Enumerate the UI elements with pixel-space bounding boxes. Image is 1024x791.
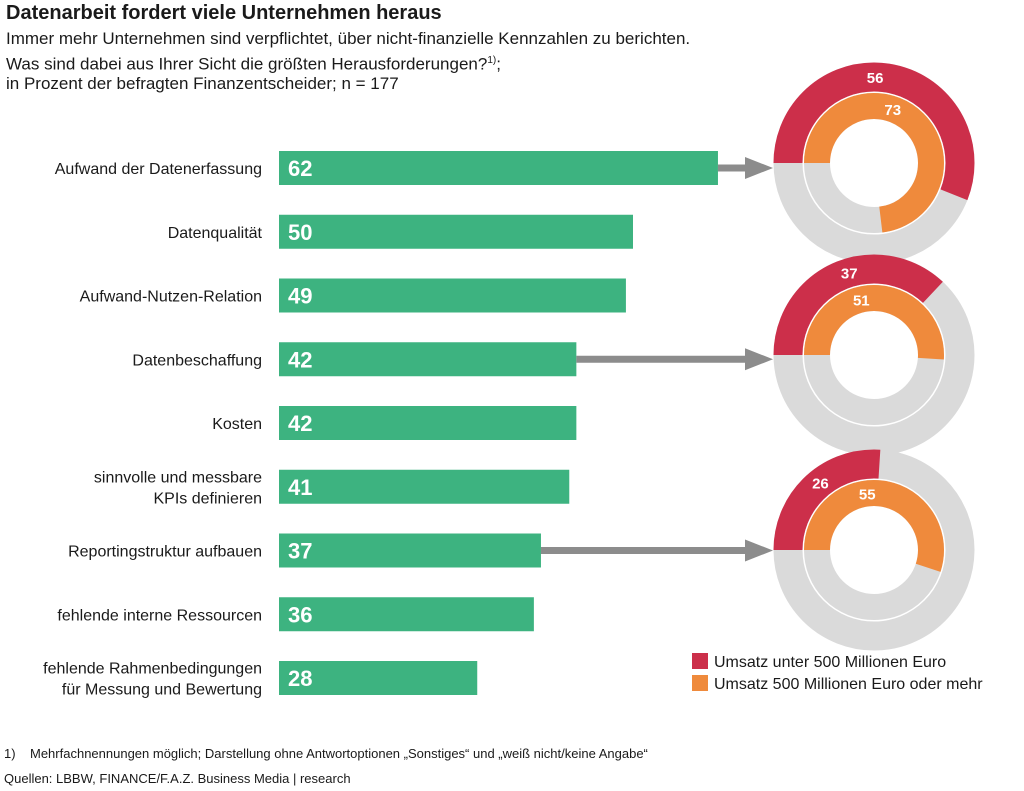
donut-3-under-500-arc (773, 449, 975, 651)
bar-1 (279, 151, 718, 185)
category-label-9-line2: für Messung und Bewertung (62, 682, 262, 699)
donut-2-under-500-arc (773, 254, 975, 456)
category-label-7: Reportingstruktur aufbauen (68, 544, 262, 561)
donut-2-under-500-label: 37 (841, 266, 858, 283)
category-label-2: Datenqualität (168, 225, 263, 242)
footnote-text: Mehrfachnennungen möglich; Darstellung o… (30, 746, 648, 761)
donut-3-over-500-arc (804, 480, 944, 620)
bar-3 (279, 278, 626, 313)
category-label-6-line2: KPIs definieren (153, 490, 262, 507)
category-label-8: fehlende interne Ressourcen (57, 607, 262, 624)
bar-9 (279, 661, 478, 695)
bar-value-label-1: 62 (288, 156, 312, 181)
bar-value-label-4: 42 (288, 347, 312, 372)
legend-swatch-2 (692, 675, 708, 691)
arrow-3-head (745, 539, 773, 562)
bar-value-label-8: 36 (288, 602, 312, 627)
bar-2 (279, 214, 633, 249)
bar-value-label-6: 41 (288, 475, 312, 500)
donut-1-over-500-arc (804, 93, 944, 233)
bar-value-label-9: 28 (288, 666, 312, 691)
bar-value-label-3: 49 (288, 284, 312, 309)
bar-value-label-5: 42 (288, 411, 312, 436)
donut-2-over-500-label: 51 (853, 292, 870, 309)
bar-5 (279, 406, 577, 440)
bar-4 (279, 342, 577, 377)
arrow-2-head (745, 348, 773, 371)
legend-label-2: Umsatz 500 Millionen Euro oder mehr (714, 676, 983, 693)
legend-swatch-1 (692, 653, 708, 669)
category-label-1: Aufwand der Datenerfassung (55, 161, 262, 178)
donut-1-under-500-label: 56 (867, 70, 884, 87)
chart-subtitle-line3: in Prozent der befragten Finanzentscheid… (6, 74, 399, 93)
bar-value-label-2: 50 (288, 220, 312, 245)
bar-value-label-7: 37 (288, 539, 312, 564)
subtitle-footnote-marker: 1) (487, 55, 497, 66)
chart-title: Datenarbeit fordert viele Unternehmen he… (6, 2, 442, 24)
footnote-number: 1) (4, 746, 16, 761)
donut-1-over-500-label: 73 (884, 102, 901, 119)
category-label-9-line1: fehlende Rahmenbedingungen (43, 661, 262, 678)
category-label-4: Datenbeschaffung (132, 352, 262, 369)
donut-3-over-500-label: 55 (859, 486, 876, 503)
donut-3-under-500-label: 26 (812, 476, 829, 493)
bar-7 (279, 533, 541, 568)
arrow-1-head (745, 157, 773, 179)
category-label-5: Kosten (212, 416, 262, 433)
footnote: 1) Mehrfachnennungen möglich; Darstellung… (4, 746, 648, 761)
subtitle-line2-text: Was sind dabei aus Ihrer Sicht die größt… (6, 54, 488, 74)
chart-subtitle-line2: Was sind dabei aus Ihrer Sicht die größt… (6, 50, 501, 76)
source-note: Quellen: LBBW, FINANCE/F.A.Z. Business M… (4, 771, 351, 786)
donut-2-over-500-arc (804, 285, 944, 425)
category-label-6-line1: sinnvolle und messbare (94, 469, 262, 486)
chart-subtitle-line1: Immer mehr Unternehmen sind verpflichtet… (6, 29, 691, 48)
category-label-3: Aufwand-Nutzen-Relation (80, 289, 262, 306)
bar-8 (279, 597, 534, 632)
legend-label-1: Umsatz unter 500 Millionen Euro (714, 654, 946, 671)
subtitle-line2-end: ; (496, 54, 501, 74)
bar-6 (279, 469, 570, 504)
donut-1-under-500-arc (773, 62, 975, 264)
